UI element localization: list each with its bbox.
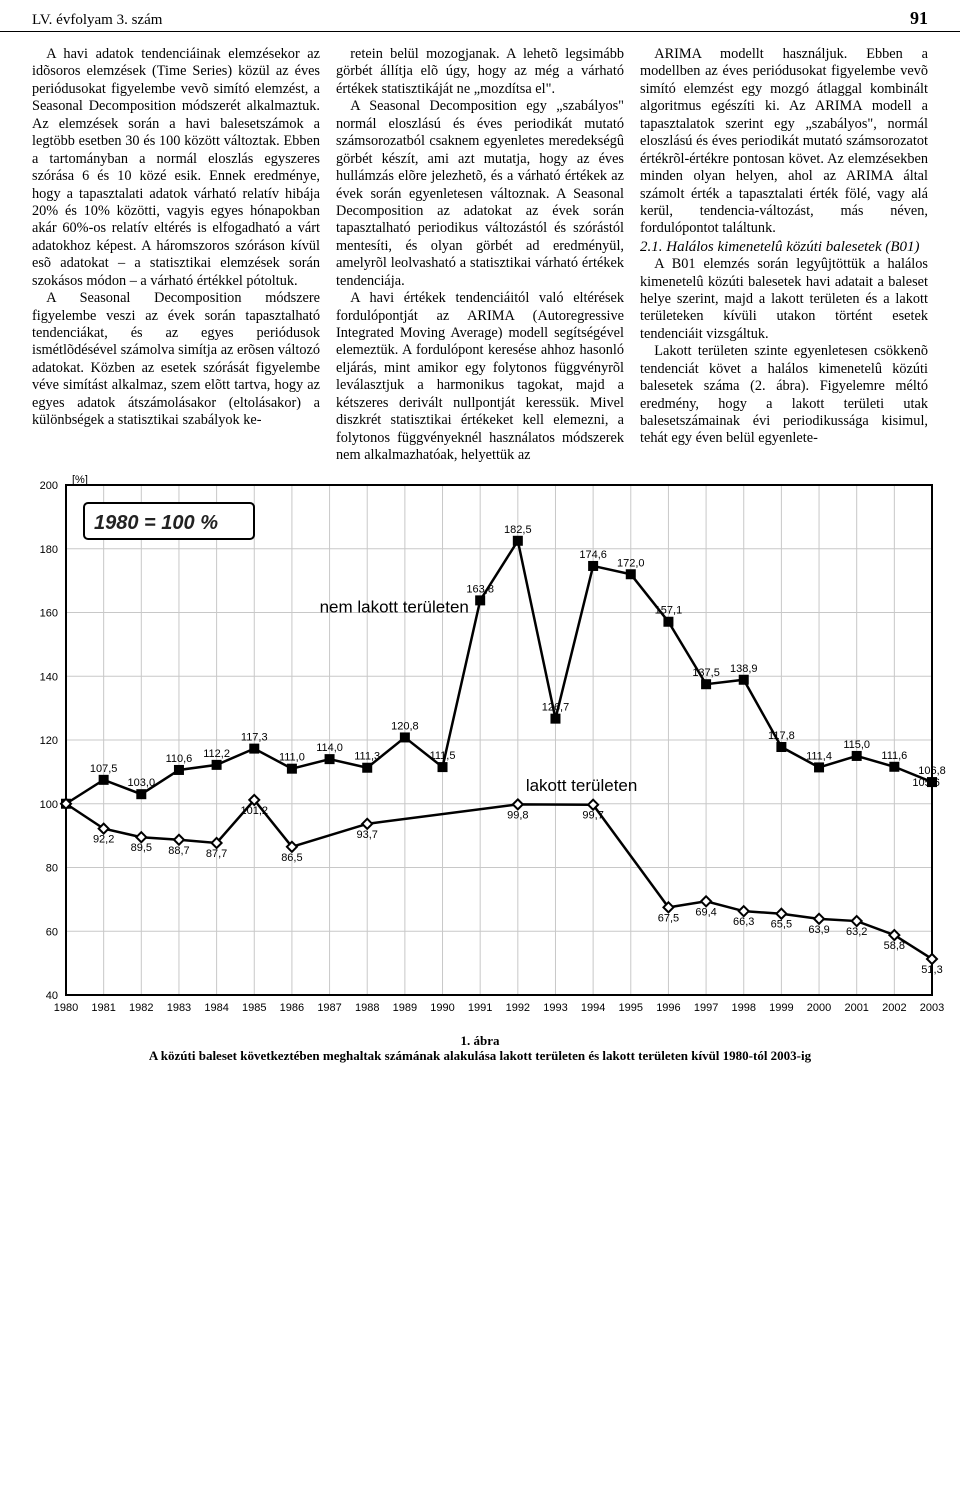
svg-text:2001: 2001 — [844, 1002, 868, 1014]
svg-text:2000: 2000 — [807, 1002, 831, 1014]
paragraph: ARIMA modellt használjuk. Ebben a modell… — [640, 46, 928, 238]
svg-text:120: 120 — [40, 735, 58, 747]
issue-label: LV. évfolyam 3. szám — [32, 12, 162, 29]
svg-text:65,5: 65,5 — [771, 918, 792, 930]
svg-text:1988: 1988 — [355, 1002, 379, 1014]
svg-text:58,8: 58,8 — [884, 940, 905, 952]
svg-text:1982: 1982 — [129, 1002, 153, 1014]
svg-text:1986: 1986 — [280, 1002, 304, 1014]
figure-label: 1. ábra — [461, 1033, 500, 1048]
svg-text:1998: 1998 — [731, 1002, 755, 1014]
svg-text:174,6: 174,6 — [579, 548, 607, 560]
svg-text:1983: 1983 — [167, 1002, 191, 1014]
svg-text:69,4: 69,4 — [695, 906, 716, 918]
svg-text:1980 = 100 %: 1980 = 100 % — [94, 512, 218, 534]
svg-text:200: 200 — [40, 480, 58, 492]
svg-text:1987: 1987 — [317, 1002, 341, 1014]
svg-text:103,0: 103,0 — [128, 777, 156, 789]
page-header: LV. évfolyam 3. szám 91 — [0, 0, 960, 32]
svg-text:67,5: 67,5 — [658, 912, 679, 924]
svg-text:106,8: 106,8 — [918, 765, 946, 777]
svg-text:101,2: 101,2 — [240, 804, 268, 816]
svg-text:1985: 1985 — [242, 1002, 266, 1014]
svg-text:80: 80 — [46, 862, 58, 874]
svg-text:99,8: 99,8 — [507, 809, 528, 821]
svg-text:87,7: 87,7 — [206, 847, 227, 859]
subsection-heading: 2.1. Halálos kimenetelû közúti balesetek… — [640, 238, 928, 256]
svg-text:111,4: 111,4 — [806, 750, 832, 762]
svg-text:66,3: 66,3 — [733, 916, 754, 928]
svg-text:140: 140 — [40, 671, 58, 683]
svg-text:107,5: 107,5 — [90, 762, 118, 774]
svg-text:105,6: 105,6 — [912, 776, 940, 788]
figure-caption-text: A közúti baleset következtében meghaltak… — [149, 1048, 811, 1063]
svg-text:92,2: 92,2 — [93, 833, 114, 845]
svg-text:1992: 1992 — [506, 1002, 530, 1014]
paragraph: A havi adatok tendenciáinak elemzésekor … — [32, 46, 320, 290]
svg-text:60: 60 — [46, 926, 58, 938]
svg-text:93,7: 93,7 — [357, 828, 378, 840]
page-number: 91 — [910, 8, 928, 29]
text-columns: A havi adatok tendenciáinak elemzésekor … — [0, 46, 960, 465]
column-3: ARIMA modellt használjuk. Ebben a modell… — [640, 46, 928, 465]
svg-text:157,1: 157,1 — [655, 604, 683, 616]
svg-text:86,5: 86,5 — [281, 851, 302, 863]
svg-text:117,8: 117,8 — [768, 730, 795, 742]
svg-text:163,8: 163,8 — [466, 583, 494, 595]
svg-text:117,3: 117,3 — [241, 731, 268, 743]
svg-text:1990: 1990 — [430, 1002, 454, 1014]
svg-text:51,3: 51,3 — [921, 963, 942, 975]
svg-text:160: 160 — [40, 607, 58, 619]
paragraph: Lakott területen szinte egyenletesen csö… — [640, 343, 928, 448]
paragraph: A havi értékek tendenciáitól való eltéré… — [336, 290, 624, 464]
line-chart: 40 60 80 100 120 140 160 180 200 1980 1981 1982 1983… — [8, 471, 952, 1031]
svg-text:1993: 1993 — [543, 1002, 567, 1014]
svg-text:126,7: 126,7 — [542, 701, 570, 713]
svg-text:182,5: 182,5 — [504, 523, 532, 535]
svg-text:99,7: 99,7 — [582, 809, 603, 821]
svg-text:1995: 1995 — [619, 1002, 643, 1014]
svg-text:88,7: 88,7 — [168, 844, 189, 856]
svg-text:89,5: 89,5 — [131, 842, 152, 854]
svg-text:100: 100 — [40, 798, 58, 810]
svg-text:2003: 2003 — [920, 1002, 944, 1014]
svg-text:172,0: 172,0 — [617, 557, 645, 569]
svg-text:1991: 1991 — [468, 1002, 492, 1014]
paragraph: A Seasonal Decomposition módszere figyel… — [32, 290, 320, 430]
svg-text:111,6: 111,6 — [881, 749, 907, 761]
svg-text:111,3: 111,3 — [354, 750, 380, 762]
svg-text:138,9: 138,9 — [730, 662, 758, 674]
svg-text:2002: 2002 — [882, 1002, 906, 1014]
svg-text:63,2: 63,2 — [846, 926, 867, 938]
svg-text:114,0: 114,0 — [316, 742, 343, 754]
svg-text:110,6: 110,6 — [166, 752, 193, 764]
figure-1: 40 60 80 100 120 140 160 180 200 1980 1981 1982 1983… — [0, 465, 960, 1031]
svg-text:lakott területen: lakott területen — [526, 776, 638, 795]
svg-text:1999: 1999 — [769, 1002, 793, 1014]
svg-text:1997: 1997 — [694, 1002, 718, 1014]
svg-text:1989: 1989 — [393, 1002, 417, 1014]
svg-text:1981: 1981 — [91, 1002, 115, 1014]
svg-text:40: 40 — [46, 990, 58, 1002]
svg-text:180: 180 — [40, 543, 58, 555]
svg-text:1980: 1980 — [54, 1002, 78, 1014]
svg-text:120,8: 120,8 — [391, 720, 419, 732]
svg-text:1996: 1996 — [656, 1002, 680, 1014]
svg-text:115,0: 115,0 — [843, 738, 870, 750]
svg-text:63,9: 63,9 — [808, 923, 829, 935]
column-2: retein belül mozogjanak. A lehetõ legsim… — [336, 46, 624, 465]
column-1: A havi adatok tendenciáinak elemzésekor … — [32, 46, 320, 465]
svg-text:nem lakott területen: nem lakott területen — [320, 597, 469, 616]
svg-text:1994: 1994 — [581, 1002, 605, 1014]
svg-text:137,5: 137,5 — [692, 667, 720, 679]
paragraph: A B01 elemzés során legyûjtöttük a halál… — [640, 256, 928, 343]
svg-text:111,5: 111,5 — [430, 750, 456, 762]
paragraph: retein belül mozogjanak. A lehetõ legsim… — [336, 46, 624, 98]
svg-text:1984: 1984 — [204, 1002, 228, 1014]
svg-text:111,0: 111,0 — [279, 751, 305, 763]
svg-text:112,2: 112,2 — [203, 747, 230, 759]
figure-caption: 1. ábra A közúti baleset következtében m… — [0, 1031, 960, 1074]
svg-text:[%]: [%] — [72, 474, 88, 486]
paragraph: A Seasonal Decomposition egy „szabályos"… — [336, 98, 624, 290]
